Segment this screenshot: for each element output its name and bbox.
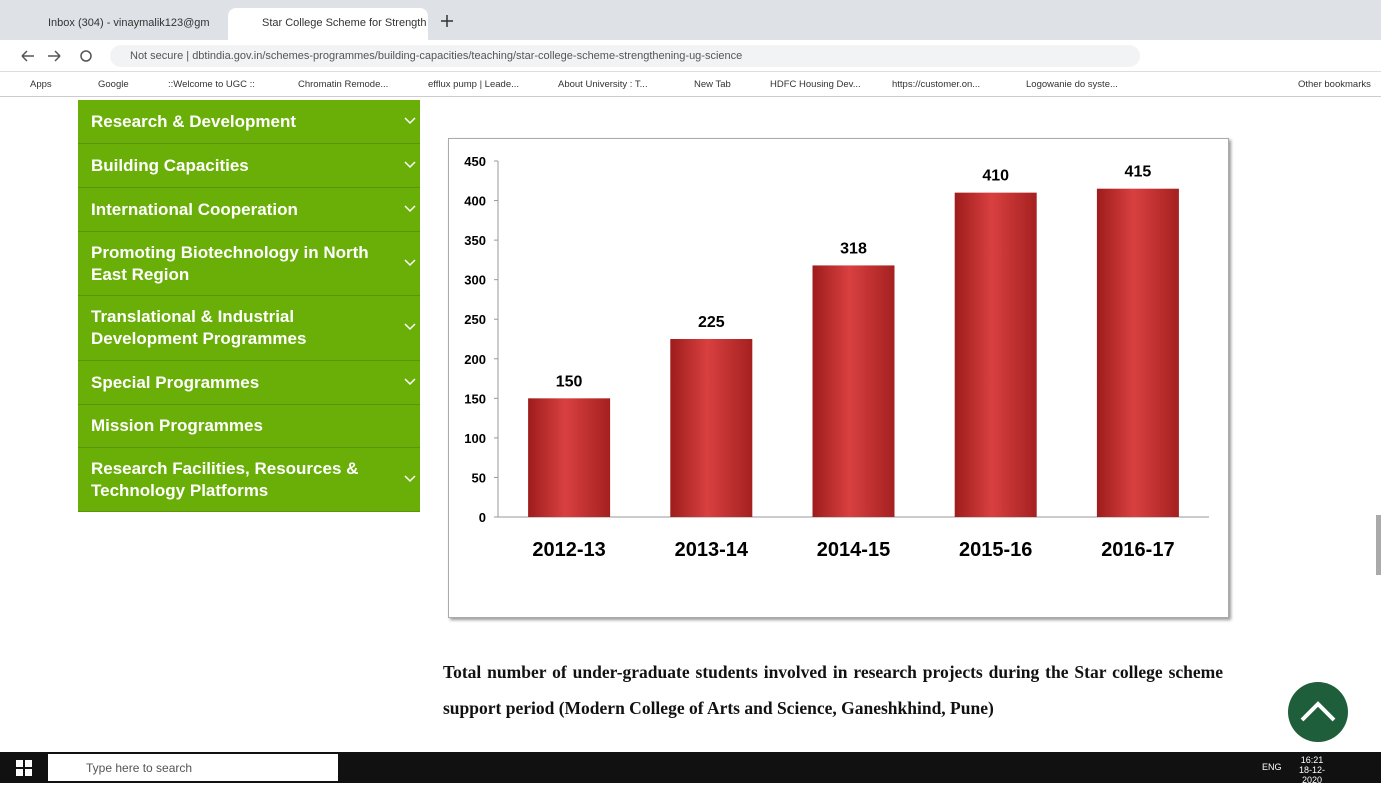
data-label: 225 <box>698 314 725 331</box>
tab[interactable]: Inbox (304) - vinaymalik123@gm <box>48 17 210 29</box>
chevron <box>404 323 416 331</box>
tab-bar: Inbox (304) - vinaymalik123@gm Star Coll… <box>0 0 1381 40</box>
time: 16:21 <box>1300 755 1324 765</box>
menu-label: Translational & Industrial Development P… <box>91 307 307 348</box>
menu-item[interactable]: Promoting Biotechnology in North East Re… <box>78 232 420 296</box>
scrollbar[interactable] <box>1376 515 1381 575</box>
menu-item[interactable]: Research & Development <box>78 100 420 144</box>
chevron <box>404 160 416 168</box>
chart-box: 0 50 100 150 200 250 300 350 400 450 2012-13 150 201… <box>448 138 1229 618</box>
y-tick-label: 50 <box>472 470 486 485</box>
menu-label: Research Facilities, Resources & Technol… <box>91 458 359 500</box>
chevron <box>404 116 416 124</box>
data-label: 318 <box>840 240 867 257</box>
tab-active[interactable]: Star College Scheme for Strength <box>228 8 428 40</box>
language: ENG <box>1262 762 1282 772</box>
bar <box>812 265 895 517</box>
bookmark[interactable]: Logowanie do syste... <box>1026 79 1118 90</box>
y-tick-label: 200 <box>464 352 486 367</box>
data-label: 150 <box>556 373 583 390</box>
menu-label: International Cooperation <box>91 199 298 219</box>
bookmark[interactable]: HDFC Housing Dev... <box>770 79 861 90</box>
y-tick-label: 350 <box>464 233 486 248</box>
menu-item[interactable]: International Cooperation <box>78 188 420 232</box>
chevron-path <box>404 323 416 331</box>
bookmarks-bar: Apps Google::Welcome to UGC :: Chromatin R… <box>0 72 1381 97</box>
menu-item[interactable]: Research Facilities, Resources & Technol… <box>78 448 420 512</box>
caption: Total number of under-graduate students … <box>443 662 1223 718</box>
scroll-top[interactable] <box>1288 682 1348 742</box>
nav-buttons[interactable] <box>20 48 100 64</box>
clock: 16:21 18-12-2020 <box>1290 755 1334 785</box>
menu-item[interactable]: Translational & Industrial Development P… <box>78 296 420 361</box>
chevron-path <box>404 116 416 124</box>
y-tick-label: 100 <box>464 431 486 446</box>
chevron <box>404 377 416 385</box>
bookmark[interactable]: Apps <box>30 79 52 90</box>
bookmark[interactable]: ::Welcome to UGC :: <box>168 79 255 90</box>
chevron <box>404 204 416 212</box>
bookmark[interactable]: Other bookmarks <box>1298 79 1371 90</box>
bookmark[interactable]: efflux pump | Leade... <box>428 79 520 90</box>
new-tab[interactable] <box>440 14 454 28</box>
y-tick-label: 0 <box>479 510 486 525</box>
bar <box>1096 188 1179 517</box>
chevron-path <box>404 204 416 212</box>
bookmark[interactable]: About University : T... <box>558 79 648 90</box>
y-tick-label: 400 <box>464 194 486 209</box>
x-tick-label: 2012-13 <box>532 539 605 561</box>
menu-label: Research & Development <box>91 111 297 131</box>
chevron <box>404 258 416 266</box>
security: Not secure <box>130 50 184 62</box>
menu-item[interactable]: Special Programmes <box>78 361 420 405</box>
chevron-path <box>404 258 416 266</box>
y-tick-label: 150 <box>464 391 486 406</box>
bar <box>528 398 611 517</box>
address-bar: Not secure | dbtindia.gov.in/schemes-pro… <box>0 40 1381 72</box>
start[interactable] <box>16 760 32 776</box>
menu-item[interactable]: Mission Programmes <box>78 405 420 448</box>
chevron-path <box>404 474 416 482</box>
y-tick-label: 300 <box>464 273 486 288</box>
url-field[interactable]: Not secure | dbtindia.gov.in/schemes-pro… <box>110 45 1140 67</box>
y-tick-label: 450 <box>464 154 486 169</box>
chart: 0 50 100 150 200 250 300 350 400 450 2012-13 150 201… <box>464 154 1209 561</box>
x-tick-label: 2014-15 <box>817 539 890 561</box>
data-label: 415 <box>1125 164 1152 181</box>
bookmark[interactable]: Google <box>98 79 129 90</box>
menu-label: Special Programmes <box>91 372 260 392</box>
menu-label: Mission Programmes <box>91 416 263 435</box>
menu-label: Building Capacities <box>91 155 249 175</box>
x-tick-label: 2015-16 <box>959 539 1032 561</box>
chevron-path <box>404 160 416 168</box>
bookmark[interactable]: https://customer.on... <box>892 79 981 90</box>
menu-label: Promoting Biotechnology in North East Re… <box>91 242 369 284</box>
bookmark[interactable]: New Tab <box>694 79 731 90</box>
search-box[interactable]: Type here to search <box>48 754 338 781</box>
data-label: 410 <box>982 168 1009 185</box>
chevron-path <box>404 377 416 385</box>
menu-item[interactable]: Building Capacities <box>78 144 420 188</box>
bar <box>670 339 753 517</box>
bookmark[interactable]: Chromatin Remode... <box>298 79 389 90</box>
url: dbtindia.gov.in/schemes-programmes/build… <box>192 50 743 62</box>
chevron <box>404 474 416 482</box>
date: 18-12-2020 <box>1298 765 1325 785</box>
x-tick-label: 2013-14 <box>675 539 749 561</box>
bar <box>954 192 1037 517</box>
y-tick-label: 250 <box>464 312 486 327</box>
x-tick-label: 2016-17 <box>1101 539 1174 561</box>
taskbar: Type here to search ENG 16:21 18-12-2020 <box>0 752 1381 785</box>
